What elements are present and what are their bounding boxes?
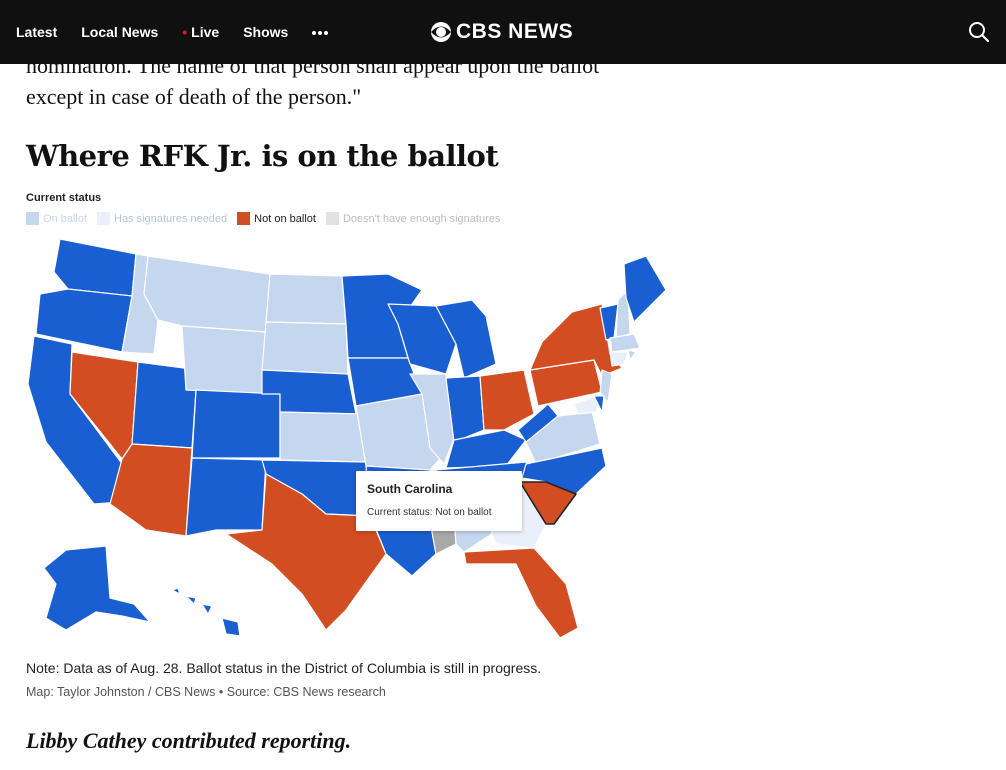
top-navigation-bar: Latest Local News • Live Shows CBS NEWS [0, 0, 1006, 64]
cbs-news-logo[interactable]: CBS NEWS [430, 20, 573, 44]
nav-local-news[interactable]: Local News [81, 24, 159, 40]
legend-item-on-ballot[interactable]: On ballot [26, 212, 87, 225]
legend-label-not-enough-signatures: Doesn't have enough signatures [342, 212, 501, 225]
logo-text: CBS NEWS [456, 20, 574, 43]
legend-title: Current status [26, 192, 102, 204]
map-legend: On ballot Has signatures needed Not on b… [26, 212, 500, 225]
state-illinois [409, 373, 457, 465]
state-kentucky [445, 429, 527, 469]
section-headline: Where RFK Jr. is on the ballot [26, 139, 499, 173]
state-missouri [355, 393, 447, 471]
cbs-eye-icon [431, 22, 451, 42]
map-note: Note: Data as of Aug. 28. Ballot status … [26, 660, 542, 676]
legend-label-not-on-ballot: Not on ballot [254, 212, 316, 225]
state-south-dakota [261, 321, 349, 375]
state-florida [463, 547, 579, 639]
map-tooltip: South Carolina Current status: Not on ba… [356, 471, 522, 531]
nav-latest[interactable]: Latest [16, 24, 58, 40]
state-alaska [43, 545, 151, 631]
live-dot-icon: • [182, 24, 188, 40]
state-michigan [435, 299, 497, 379]
state-kansas [279, 411, 367, 463]
state-new-jersey [599, 369, 613, 403]
legend-label-signatures-needed: Has signatures needed [114, 212, 228, 225]
state-ohio [479, 369, 535, 431]
state-new-mexico [185, 457, 267, 537]
tooltip-status: Current status: Not on ballot [367, 507, 492, 518]
nav-shows[interactable]: Shows [243, 24, 289, 40]
state-rhode-island [627, 349, 637, 361]
state-new-hampshire [615, 289, 631, 339]
state-connecticut [609, 351, 629, 367]
state-maine [623, 255, 667, 323]
state-north-dakota [265, 273, 347, 325]
legend-swatch-on-ballot [26, 212, 39, 225]
state-new-york [529, 303, 623, 377]
legend-item-signatures-needed[interactable]: Has signatures needed [97, 212, 227, 225]
state-wyoming [181, 325, 267, 395]
tooltip-state-name: South Carolina [367, 482, 453, 496]
state-virginia [525, 411, 601, 465]
more-dots-icon[interactable] [312, 29, 329, 35]
legend-item-not-on-ballot[interactable]: Not on ballot [237, 212, 316, 225]
state-hawaii [171, 587, 241, 637]
state-massachusetts [609, 333, 641, 353]
state-washington [53, 238, 137, 297]
state-texas [225, 473, 387, 631]
nav-live[interactable]: • Live [182, 24, 219, 40]
state-delaware [593, 395, 605, 413]
state-montana [143, 255, 271, 333]
state-arizona [109, 443, 193, 537]
nav-live-label: Live [191, 24, 220, 40]
search-icon[interactable] [968, 21, 990, 43]
legend-swatch-signatures-needed [97, 212, 111, 225]
state-colorado [191, 389, 281, 459]
main-nav: Latest Local News • Live Shows [16, 0, 329, 64]
quote-line-2: except in case of death of the person." [26, 84, 362, 109]
contributor-line: Libby Cathey contributed reporting. [26, 728, 352, 753]
map-credit: Map: Taylor Johnston / CBS News • Source… [26, 685, 386, 699]
state-south-carolina [519, 481, 577, 525]
legend-label-on-ballot: On ballot [43, 212, 88, 225]
us-ballot-map[interactable] [26, 234, 668, 642]
legend-item-not-enough-signatures[interactable]: Doesn't have enough signatures [325, 212, 501, 225]
legend-swatch-not-on-ballot [237, 212, 251, 225]
legend-swatch-not-enough-signatures [325, 212, 339, 225]
